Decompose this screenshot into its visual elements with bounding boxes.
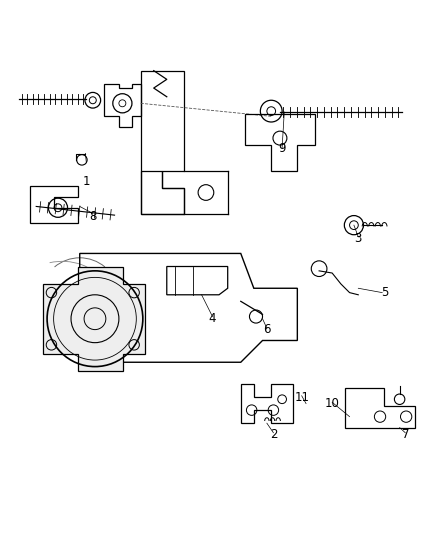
Polygon shape [43,266,145,371]
Text: 9: 9 [279,142,286,156]
Text: 10: 10 [325,397,339,410]
Text: 11: 11 [294,391,309,403]
Text: 1: 1 [82,175,90,188]
Text: 7: 7 [403,427,410,441]
Text: 6: 6 [263,323,271,336]
Text: 4: 4 [209,312,216,325]
Text: 2: 2 [270,427,277,441]
Text: 8: 8 [89,210,96,223]
Text: 3: 3 [355,232,362,245]
Text: 5: 5 [381,286,388,299]
